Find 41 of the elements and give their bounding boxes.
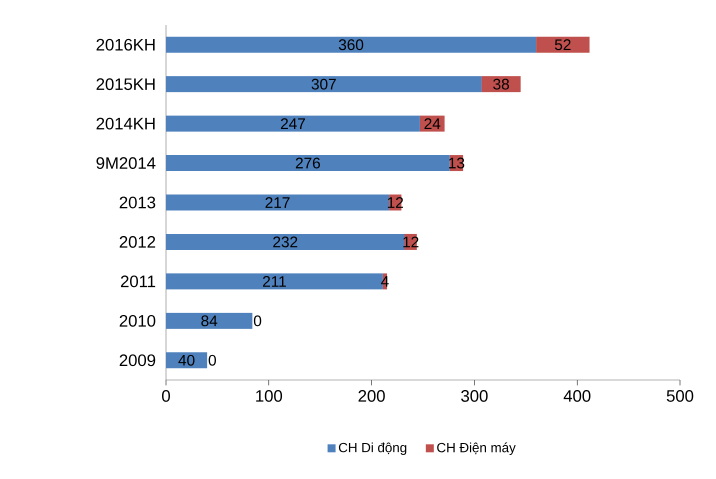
data-label: 40 [178, 354, 194, 366]
data-label: 24 [424, 118, 440, 129]
bar [166, 352, 208, 368]
y-tick-label: 2010 [120, 314, 156, 327]
data-label: 211 [263, 276, 286, 287]
x-tick-label: 500 [666, 390, 694, 402]
y-tick-label: 2013 [120, 196, 156, 208]
data-label: 217 [266, 197, 290, 208]
data-label: 84 [201, 315, 218, 326]
y-tick-label: 9M2014 [96, 157, 156, 169]
bar [166, 312, 252, 329]
bar [166, 194, 390, 211]
data-label: 276 [296, 158, 320, 168]
data-label: 360 [338, 39, 364, 50]
bar [166, 273, 383, 290]
legend-label: CH Điện máy [437, 442, 516, 455]
legend-label: CH Di động [338, 442, 406, 455]
data-label: 247 [280, 118, 305, 129]
x-tick-label: 400 [564, 390, 590, 402]
x-tick-label: 200 [358, 390, 385, 402]
bar [536, 36, 590, 53]
x-tick-label: 300 [461, 390, 488, 402]
data-label: 38 [493, 78, 509, 90]
data-label: 52 [554, 39, 571, 50]
data-label: 0 [208, 354, 216, 366]
bar [166, 234, 405, 250]
bar [166, 116, 420, 132]
bar [166, 76, 482, 92]
y-tick-label: 2015KH [96, 78, 155, 90]
y-tick-label: 2011 [120, 276, 156, 288]
data-label: 0 [254, 315, 262, 326]
y-tick-label: 2009 [120, 354, 156, 366]
x-tick-label: 0 [162, 390, 170, 402]
y-tick-label: 2014KH [96, 118, 155, 130]
y-tick-label: 2012 [120, 236, 156, 248]
data-label: 232 [273, 236, 298, 248]
bar [166, 155, 450, 172]
bar [166, 36, 536, 53]
x-tick-label: 100 [256, 390, 282, 402]
y-tick-label: 2016KH [96, 38, 155, 51]
data-label: 307 [312, 78, 336, 90]
